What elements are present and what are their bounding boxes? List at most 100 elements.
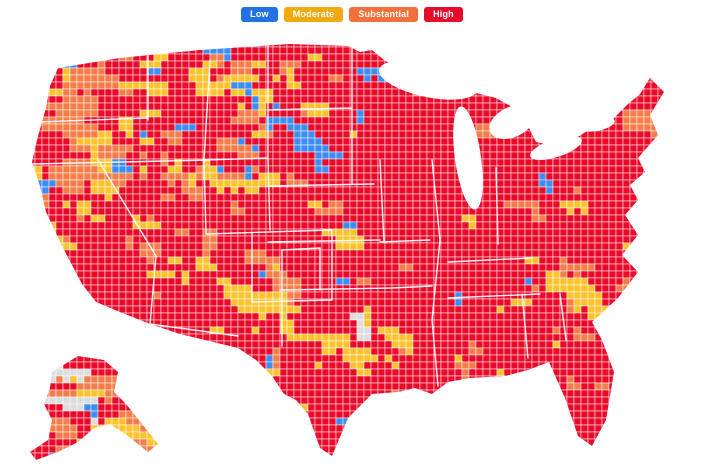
- county-cell[interactable]: [321, 242, 330, 251]
- county-cell[interactable]: [636, 228, 645, 237]
- county-cell[interactable]: [83, 53, 92, 62]
- county-cell[interactable]: [391, 396, 400, 405]
- county-cell[interactable]: [21, 243, 28, 250]
- county-cell[interactable]: [608, 207, 617, 216]
- county-cell[interactable]: [118, 165, 127, 174]
- county-cell[interactable]: [83, 137, 92, 146]
- county-cell[interactable]: [559, 193, 568, 202]
- county-cell[interactable]: [482, 305, 491, 314]
- county-cell[interactable]: [48, 88, 57, 97]
- county-cell[interactable]: [286, 158, 295, 167]
- county-cell[interactable]: [335, 200, 344, 209]
- county-cell[interactable]: [174, 60, 183, 69]
- county-cell[interactable]: [286, 88, 295, 97]
- county-cell[interactable]: [552, 109, 561, 118]
- county-cell[interactable]: [14, 110, 21, 117]
- county-cell[interactable]: [601, 207, 610, 216]
- county-cell[interactable]: [650, 235, 659, 244]
- county-cell[interactable]: [195, 228, 204, 237]
- county-cell[interactable]: [531, 368, 540, 377]
- county-cell[interactable]: [251, 368, 260, 377]
- county-cell[interactable]: [650, 340, 659, 349]
- county-cell[interactable]: [251, 60, 260, 69]
- county-cell[interactable]: [489, 46, 498, 55]
- county-cell[interactable]: [398, 228, 407, 237]
- county-cell[interactable]: [672, 355, 679, 362]
- county-cell[interactable]: [48, 67, 57, 76]
- county-cell[interactable]: [328, 305, 337, 314]
- county-cell[interactable]: [181, 214, 190, 223]
- county-cell[interactable]: [279, 123, 288, 132]
- county-cell[interactable]: [510, 200, 519, 209]
- county-cell[interactable]: [538, 74, 547, 83]
- county-cell[interactable]: [405, 319, 414, 328]
- county-cell[interactable]: [146, 256, 155, 265]
- county-cell[interactable]: [139, 193, 148, 202]
- county-cell[interactable]: [104, 305, 113, 314]
- county-cell[interactable]: [665, 173, 672, 180]
- county-cell[interactable]: [251, 347, 260, 356]
- county-cell[interactable]: [391, 53, 400, 62]
- county-cell[interactable]: [419, 40, 428, 48]
- county-cell[interactable]: [622, 67, 631, 76]
- county-cell[interactable]: [279, 291, 288, 300]
- county-cell[interactable]: [251, 53, 260, 62]
- county-cell[interactable]: [391, 123, 400, 132]
- county-cell[interactable]: [230, 319, 239, 328]
- county-cell[interactable]: [672, 117, 679, 124]
- county-cell[interactable]: [538, 249, 547, 258]
- county-cell[interactable]: [279, 144, 288, 153]
- county-cell[interactable]: [14, 54, 21, 61]
- county-cell[interactable]: [48, 312, 57, 321]
- county-cell[interactable]: [615, 172, 624, 181]
- county-cell[interactable]: [629, 305, 638, 314]
- county-cell[interactable]: [153, 40, 162, 48]
- county-cell[interactable]: [629, 277, 638, 286]
- county-cell[interactable]: [482, 340, 491, 349]
- county-cell[interactable]: [139, 165, 148, 174]
- county-cell[interactable]: [90, 249, 99, 258]
- county-cell[interactable]: [363, 88, 372, 97]
- county-cell[interactable]: [538, 158, 547, 167]
- county-cell[interactable]: [384, 158, 393, 167]
- county-cell[interactable]: [167, 144, 176, 153]
- county-cell[interactable]: [559, 67, 568, 76]
- county-cell[interactable]: [503, 186, 512, 195]
- county-cell[interactable]: [48, 95, 57, 104]
- county-cell[interactable]: [672, 215, 679, 222]
- county-cell[interactable]: [209, 249, 218, 258]
- county-cell[interactable]: [608, 158, 617, 167]
- county-cell[interactable]: [188, 116, 197, 125]
- county-cell[interactable]: [433, 137, 442, 146]
- county-cell[interactable]: [48, 326, 57, 335]
- county-cell[interactable]: [545, 200, 554, 209]
- county-cell[interactable]: [21, 278, 28, 285]
- county-cell[interactable]: [503, 200, 512, 209]
- county-cell[interactable]: [216, 179, 225, 188]
- county-cell[interactable]: [28, 207, 36, 216]
- county-cell[interactable]: [188, 263, 197, 272]
- county-cell[interactable]: [293, 193, 302, 202]
- county-cell[interactable]: [489, 312, 498, 321]
- county-cell[interactable]: [665, 341, 672, 348]
- county-cell[interactable]: [629, 256, 638, 265]
- county-cell[interactable]: [419, 263, 428, 272]
- county-cell[interactable]: [384, 137, 393, 146]
- county-cell[interactable]: [545, 60, 554, 69]
- county-cell[interactable]: [28, 179, 36, 188]
- county-cell[interactable]: [265, 375, 274, 384]
- county-cell[interactable]: [167, 172, 176, 181]
- county-cell[interactable]: [665, 292, 672, 299]
- county-cell[interactable]: [461, 368, 470, 377]
- county-cell[interactable]: [643, 361, 652, 370]
- county-cell[interactable]: [573, 235, 582, 244]
- county-cell[interactable]: [419, 354, 428, 363]
- county-cell[interactable]: [34, 193, 43, 202]
- county-cell[interactable]: [167, 249, 176, 258]
- county-cell[interactable]: [608, 40, 617, 48]
- county-cell[interactable]: [566, 277, 575, 286]
- county-cell[interactable]: [349, 165, 358, 174]
- county-cell[interactable]: [391, 95, 400, 104]
- county-cell[interactable]: [251, 95, 260, 104]
- county-cell[interactable]: [307, 88, 316, 97]
